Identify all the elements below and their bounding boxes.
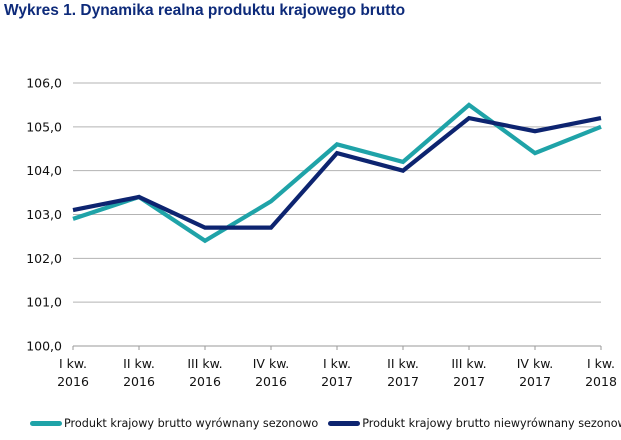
legend-label: Produkt krajowy brutto wyrównany sezonow… (64, 417, 319, 430)
x-tick-label: IV kw. (253, 356, 290, 371)
series-line-seasonally-adjusted (72, 102, 602, 244)
series-line-not-seasonally-adjusted (72, 115, 602, 230)
x-tick-label-year: 2017 (387, 374, 419, 389)
x-tick-label-year: 2017 (519, 374, 551, 389)
y-tick-label: 101,0 (26, 295, 62, 310)
y-tick-label: 105,0 (26, 119, 62, 134)
y-tick-label: 102,0 (26, 251, 62, 266)
x-tick-label-year: 2017 (453, 374, 485, 389)
x-tick-label: II kw. (387, 356, 419, 371)
x-tick-label: I kw. (587, 356, 615, 371)
legend-swatch (30, 421, 62, 426)
legend-swatch (328, 421, 361, 426)
legend-label: Produkt krajowy brutto niewyrównany sezo… (362, 417, 621, 430)
y-tick-label: 103,0 (26, 207, 62, 222)
x-tick-label-year: 2017 (321, 374, 353, 389)
y-tick-label: 104,0 (26, 163, 62, 178)
legend-item-not-seasonally-adjusted: Produkt krajowy brutto niewyrównany sezo… (328, 417, 621, 430)
legend-item-seasonally-adjusted: Produkt krajowy brutto wyrównany sezonow… (30, 417, 318, 430)
x-tick-label-year: 2018 (585, 374, 617, 389)
x-tick-label: IV kw. (517, 356, 554, 371)
line-chart: 100,0 101,0 102,0 103,0 104,0 105,0 106,0 I kw.… (26, 76, 617, 390)
x-tick-label-year: 2016 (189, 374, 221, 389)
y-tick-label: 100,0 (26, 339, 62, 354)
x-tick-label: I kw. (323, 356, 351, 371)
x-tick-label-year: 2016 (255, 374, 287, 389)
x-tick-label: III kw. (187, 356, 222, 371)
y-tick-label: 106,0 (26, 76, 62, 91)
chart-title: Wykres 1. Dynamika realna produktu krajo… (4, 2, 406, 19)
x-tick-label: III kw. (451, 356, 486, 371)
x-tick-label-year: 2016 (57, 374, 89, 389)
x-tick-label: II kw. (123, 356, 155, 371)
x-tick-label-year: 2016 (123, 374, 155, 389)
x-tick-label: I kw. (59, 356, 87, 371)
legend: Produkt krajowy brutto wyrównany sezonow… (30, 417, 621, 430)
